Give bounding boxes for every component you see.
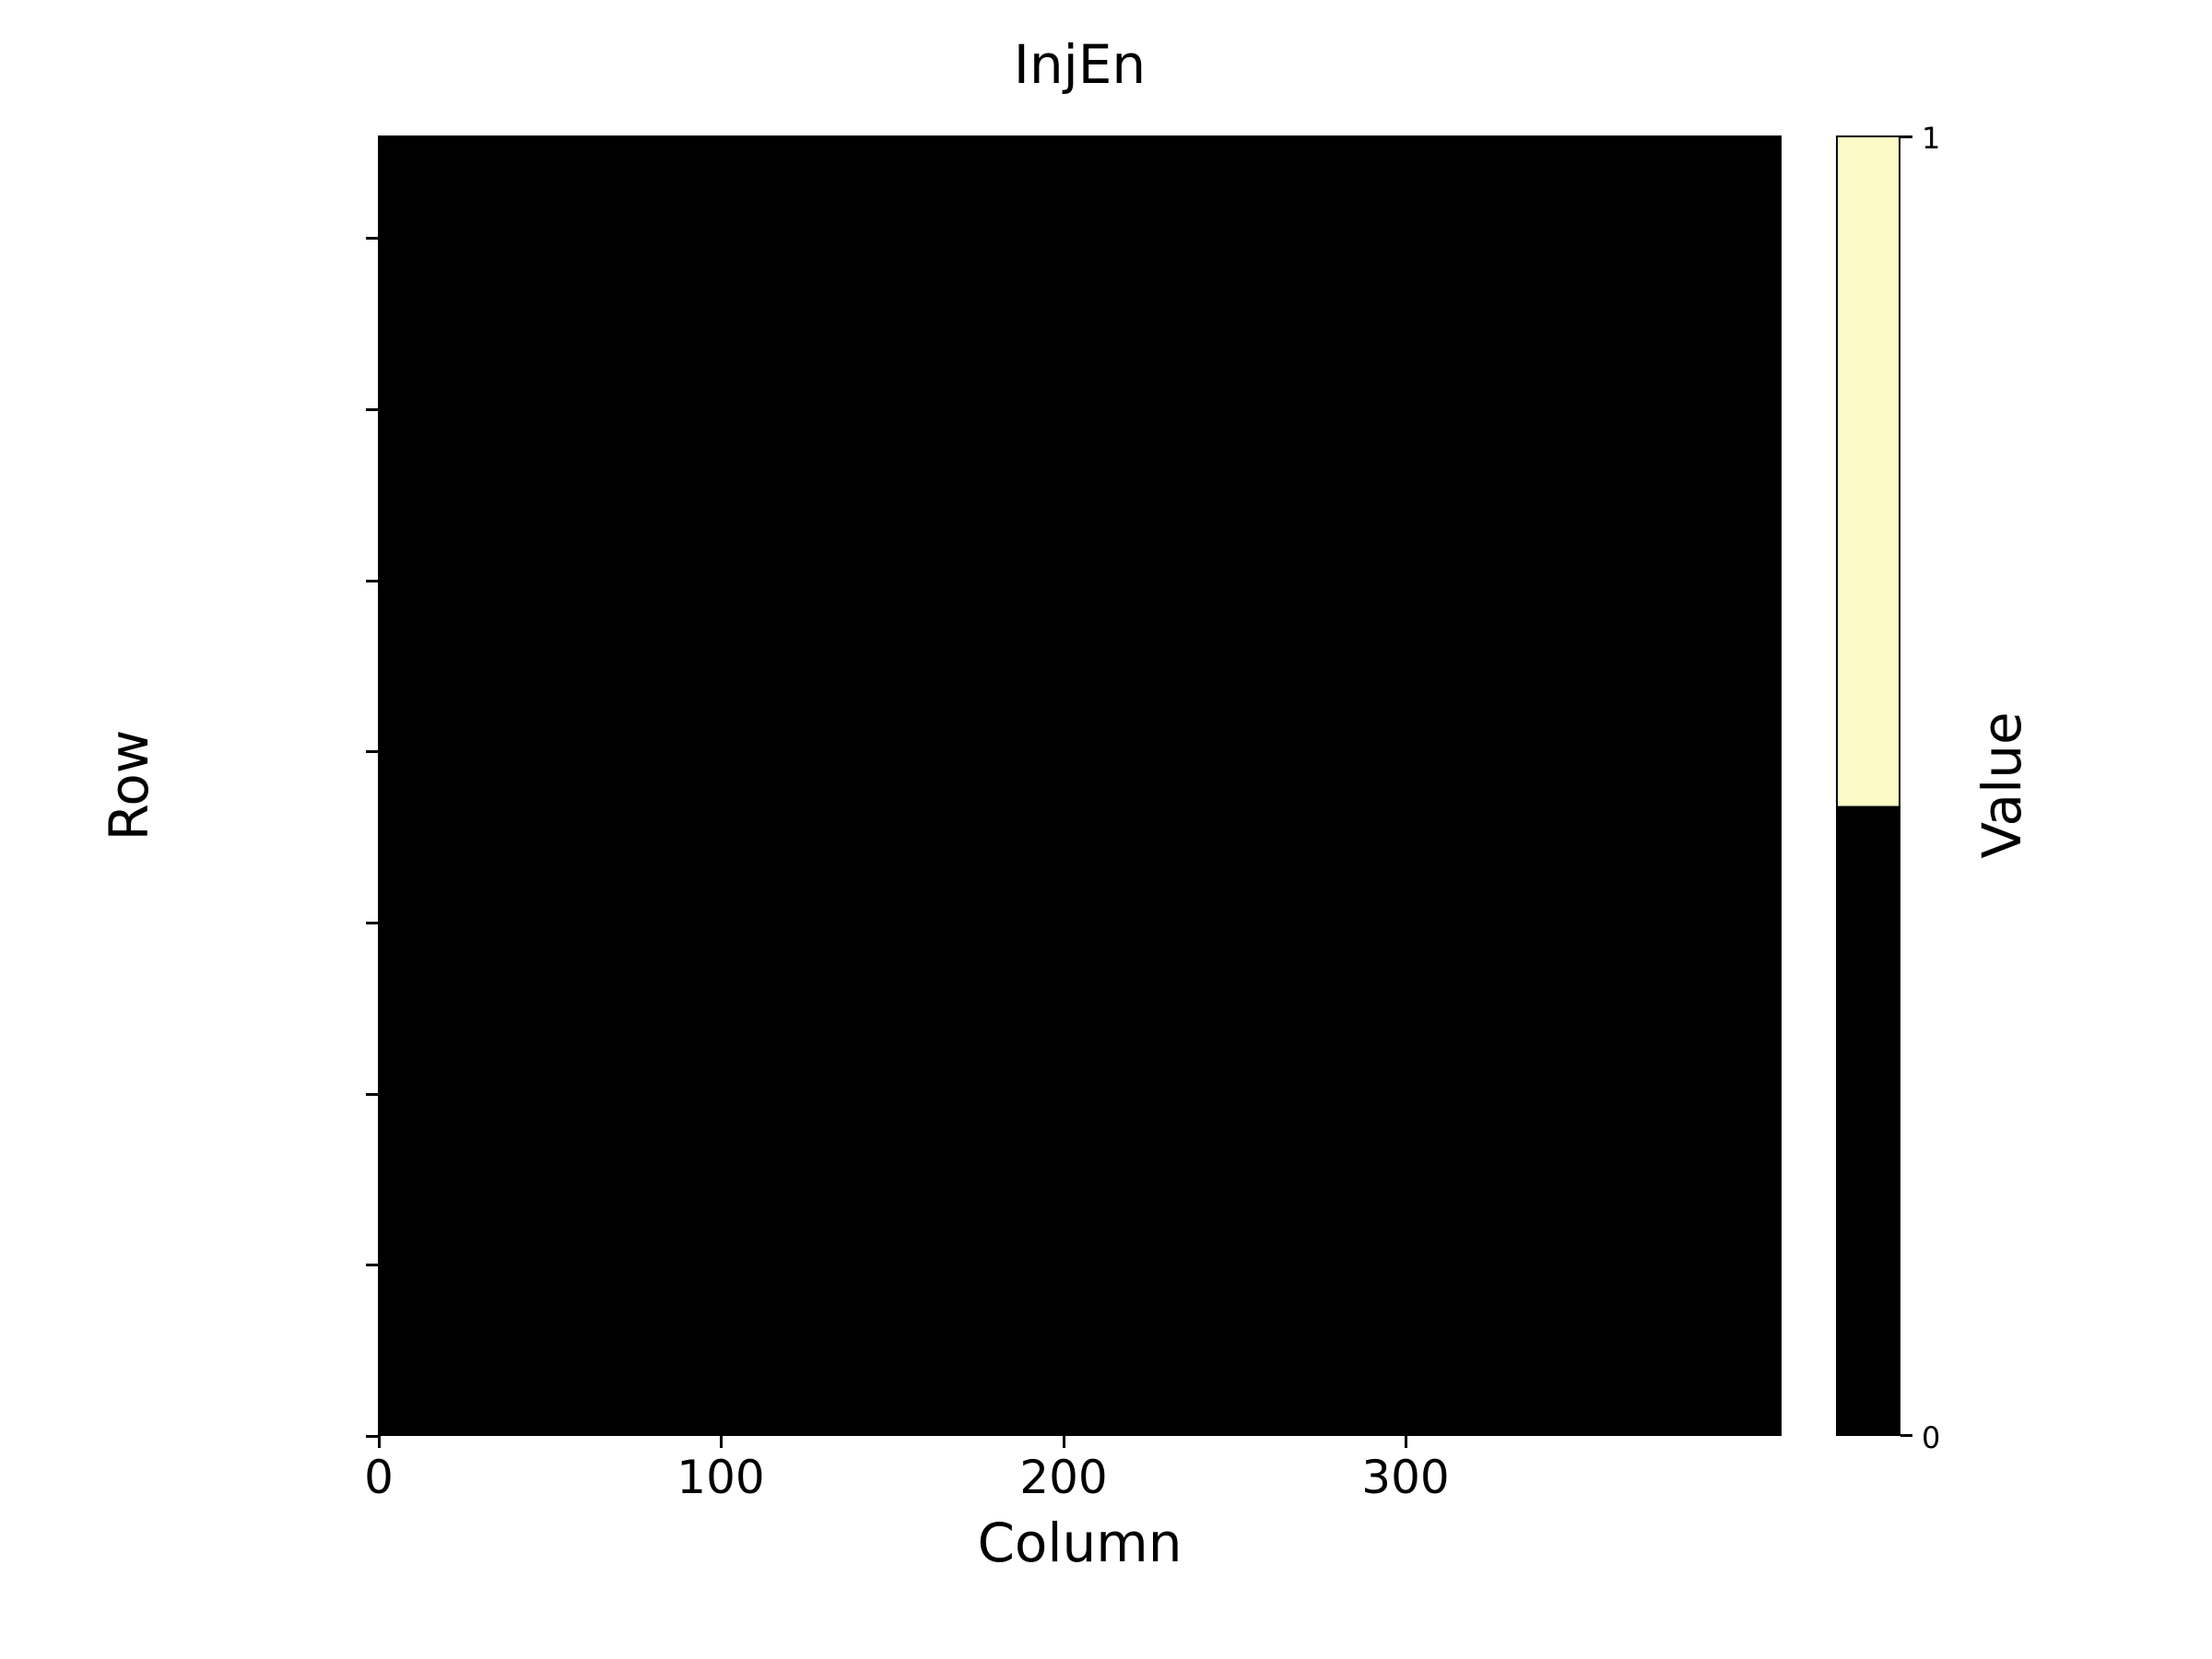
colorbar-tick-label-0: 0: [1922, 1420, 1941, 1455]
xtick-label-0: 0: [364, 1451, 394, 1504]
xtick-label-200: 200: [1019, 1451, 1108, 1504]
ytick-mark-350: [366, 237, 378, 240]
xtick-mark-100: [720, 1436, 723, 1448]
y-axis-label: Row: [98, 729, 160, 841]
xtick-mark-0: [378, 1436, 381, 1448]
colorbar-label: Value: [1971, 712, 2033, 859]
ytick-mark-200: [366, 750, 378, 753]
colorbar-tick-mark-0: [1900, 1434, 1912, 1437]
ytick-mark-300: [366, 408, 378, 411]
colorbar-tick-label-1: 1: [1922, 121, 1941, 156]
ytick-mark-0: [366, 1435, 378, 1438]
heatmap-image: [378, 135, 1782, 1436]
chart-title: InjEn: [1013, 33, 1147, 96]
ytick-mark-100: [366, 1093, 378, 1096]
heatmap-plot-area[interactable]: [378, 135, 1782, 1436]
colorbar-tick-mark-1: [1900, 135, 1912, 138]
xtick-mark-300: [1405, 1436, 1407, 1448]
colorbar[interactable]: [1836, 135, 1900, 1436]
colorbar-gradient: [1836, 135, 1900, 1436]
xtick-label-300: 300: [1361, 1451, 1450, 1504]
x-axis-label: Column: [977, 1512, 1182, 1574]
xtick-mark-200: [1063, 1436, 1065, 1448]
ytick-mark-50: [366, 1264, 378, 1266]
ytick-mark-250: [366, 580, 378, 582]
xtick-label-100: 100: [677, 1451, 765, 1504]
ytick-mark-150: [366, 922, 378, 924]
